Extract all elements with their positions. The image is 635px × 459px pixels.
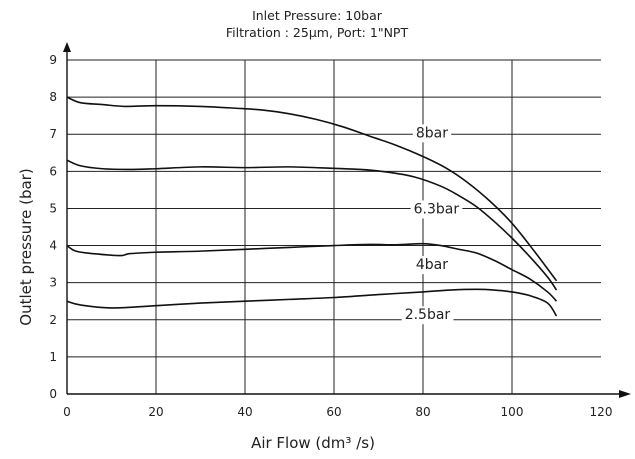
y-tick-label: 9: [49, 53, 57, 67]
series-label: 8bar: [416, 125, 448, 141]
axes: [63, 42, 631, 398]
series-label-background: [410, 200, 463, 219]
series-label-background: [412, 256, 452, 275]
x-tick-label: 120: [590, 405, 613, 419]
grid: [67, 59, 601, 394]
y-tick-label: 7: [49, 127, 57, 141]
series-line-2-5bar: [66, 288, 558, 317]
series-label-group: 6.3bar: [410, 200, 463, 219]
y-tick-label: 4: [49, 239, 57, 253]
series-line-4bar: [66, 242, 558, 302]
y-tick-label: 5: [49, 201, 57, 215]
x-axis-arrow-icon: [619, 390, 631, 398]
x-tick-label: 20: [148, 405, 163, 419]
y-tick-label: 6: [49, 164, 57, 178]
y-tick-label: 1: [49, 350, 57, 364]
y-tick-label: 2: [49, 313, 57, 327]
series-line-6-3bar: [66, 159, 558, 291]
series-label-group: 2.5bar: [401, 306, 454, 325]
y-axis-arrow-icon: [63, 42, 71, 52]
series-label-background: [412, 124, 452, 143]
series-label: 4bar: [416, 257, 448, 273]
y-tick-label: 3: [49, 276, 57, 290]
y-axis-label: Outlet pressure (bar): [17, 168, 35, 325]
series-labels: 8bar 6.3bar 4bar 2.5bar: [401, 124, 463, 325]
series-label: 6.3bar: [414, 201, 460, 217]
tick-labels: 0 1 2 3 4 5 6 7 8 9 0 20 40 60 80 100 120: [49, 53, 612, 419]
x-tick-label: 0: [63, 405, 71, 419]
x-tick-label: 100: [501, 405, 524, 419]
series-label-group: 4bar: [412, 256, 452, 275]
y-tick-label: 8: [49, 90, 57, 104]
x-axis-label: Air Flow (dm³ /s): [251, 434, 375, 452]
series-label-group: 8bar: [412, 124, 452, 143]
x-tick-label: 40: [237, 405, 252, 419]
series-line-8bar: [66, 96, 558, 282]
x-tick-label: 60: [326, 405, 341, 419]
chart-subtitle: Filtration : 25µm, Port: 1"NPT: [226, 25, 409, 40]
series-label-background: [401, 306, 454, 325]
y-tick-label: 0: [49, 387, 57, 401]
series-lines: [66, 96, 558, 317]
series-label: 2.5bar: [405, 307, 451, 323]
x-tick-label: 80: [415, 405, 430, 419]
chart-title: Inlet Pressure: 10bar: [252, 8, 383, 23]
